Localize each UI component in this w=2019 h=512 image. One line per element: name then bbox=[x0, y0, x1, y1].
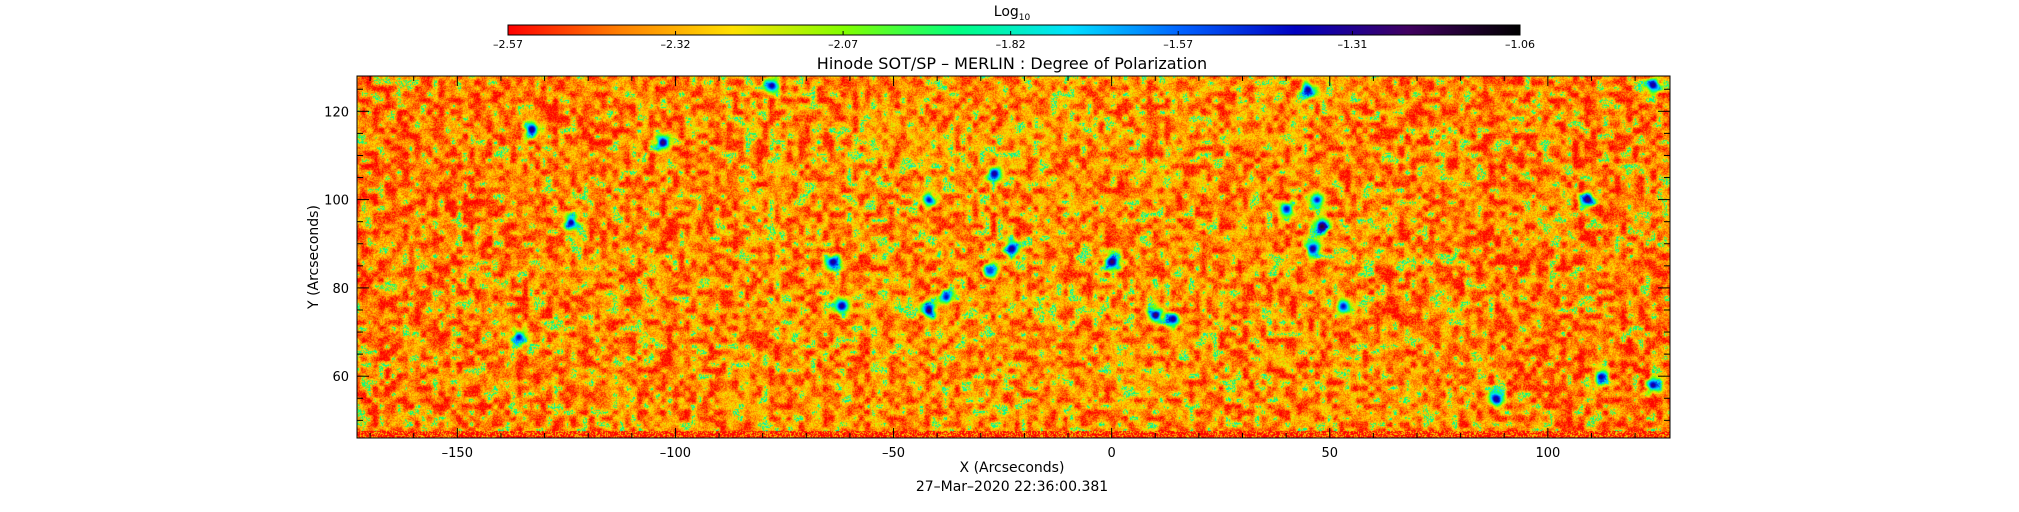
x-tick-label: –100 bbox=[660, 446, 691, 461]
x-tick-label: –50 bbox=[882, 446, 905, 461]
x-tick-label: 100 bbox=[1535, 446, 1560, 461]
plot-frame bbox=[356, 75, 1671, 439]
timestamp: 27–Mar–2020 22:36:00.381 bbox=[916, 479, 1108, 495]
x-tick-label: 50 bbox=[1321, 446, 1338, 461]
colorbar-ticks: –2.57 –2.32 –2.07 –1.82 –1.57 –1.31 –1.06 bbox=[493, 31, 1535, 51]
y-tick-label: 100 bbox=[324, 194, 349, 209]
y-tick-label: 80 bbox=[332, 282, 349, 297]
colorbar-tick-label: –2.07 bbox=[828, 38, 858, 51]
y-tick-label: 60 bbox=[332, 370, 349, 385]
colorbar-tick-label: –1.06 bbox=[1505, 38, 1535, 51]
colorbar-tick-label: –1.31 bbox=[1337, 38, 1367, 51]
x-tick-label: –150 bbox=[442, 446, 473, 461]
x-tick-label: 0 bbox=[1108, 446, 1116, 461]
colorbar-tick-label: –2.32 bbox=[661, 38, 691, 51]
colorbar: –2.57 –2.32 –2.07 –1.82 –1.57 –1.31 –1.06 bbox=[493, 24, 1535, 51]
plot-area: –150 –100 –50 0 50 100 60 80 100 120 bbox=[324, 75, 1671, 461]
colorbar-label: Log10 bbox=[994, 4, 1031, 23]
colorbar-tick-label: –1.82 bbox=[996, 38, 1026, 51]
colorbar-tick-label: –1.57 bbox=[1163, 38, 1193, 51]
axis-ticks: –150 –100 –50 0 50 100 60 80 100 120 bbox=[324, 76, 1670, 461]
x-axis-label: X (Arcseconds) bbox=[960, 460, 1065, 476]
colorbar-tick-label: –2.57 bbox=[493, 38, 523, 51]
colorbar-gradient bbox=[507, 24, 1521, 36]
polarization-heatmap bbox=[357, 76, 1670, 438]
y-axis-label: Y (Arcseconds) bbox=[306, 205, 322, 310]
chart-title: Hinode SOT/SP – MERLIN : Degree of Polar… bbox=[817, 54, 1207, 73]
y-tick-label: 120 bbox=[324, 105, 349, 120]
